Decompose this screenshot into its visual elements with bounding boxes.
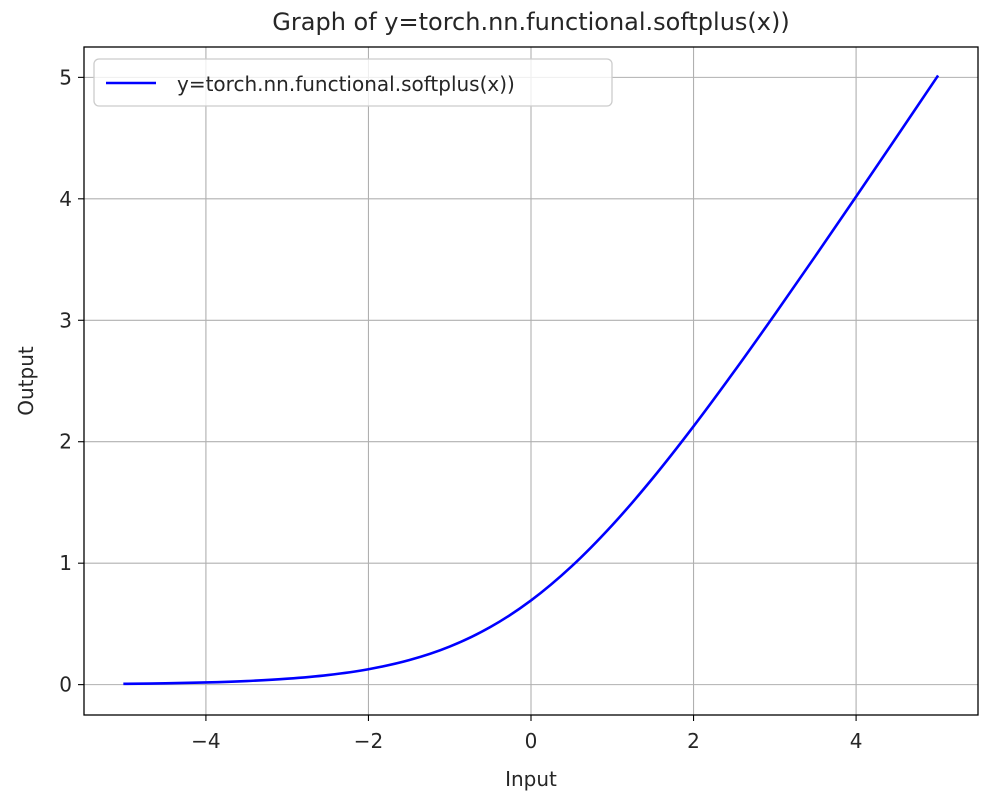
series-layer — [123, 74, 940, 686]
chart-title: Graph of y=torch.nn.functional.softplus(… — [272, 8, 789, 36]
x-axis-ticks: −4 −2 0 2 4 — [191, 715, 862, 753]
x-tick-label: 4 — [850, 729, 863, 753]
legend-label: y=torch.nn.functional.softplus(x)) — [177, 72, 515, 96]
y-tick-label: 1 — [59, 551, 72, 575]
x-axis-label: Input — [505, 767, 557, 791]
series-line-softplus — [123, 74, 940, 686]
x-tick-label: 2 — [687, 729, 700, 753]
y-tick-label: 2 — [59, 430, 72, 454]
y-tick-label: 0 — [59, 673, 72, 697]
x-gridlines — [205, 47, 857, 715]
y-tick-label: 5 — [59, 65, 72, 89]
y-axis-ticks: 0 1 2 3 4 5 — [59, 65, 84, 697]
x-tick-label: −2 — [354, 729, 383, 753]
y-axis-label: Output — [14, 346, 38, 416]
legend-box — [93, 58, 613, 107]
legend: y=torch.nn.functional.softplus(x)) — [93, 58, 613, 107]
y-tick-label: 4 — [59, 187, 72, 211]
y-tick-label: 3 — [59, 308, 72, 332]
x-tick-label: −4 — [191, 729, 220, 753]
x-tick-label: 0 — [525, 729, 538, 753]
